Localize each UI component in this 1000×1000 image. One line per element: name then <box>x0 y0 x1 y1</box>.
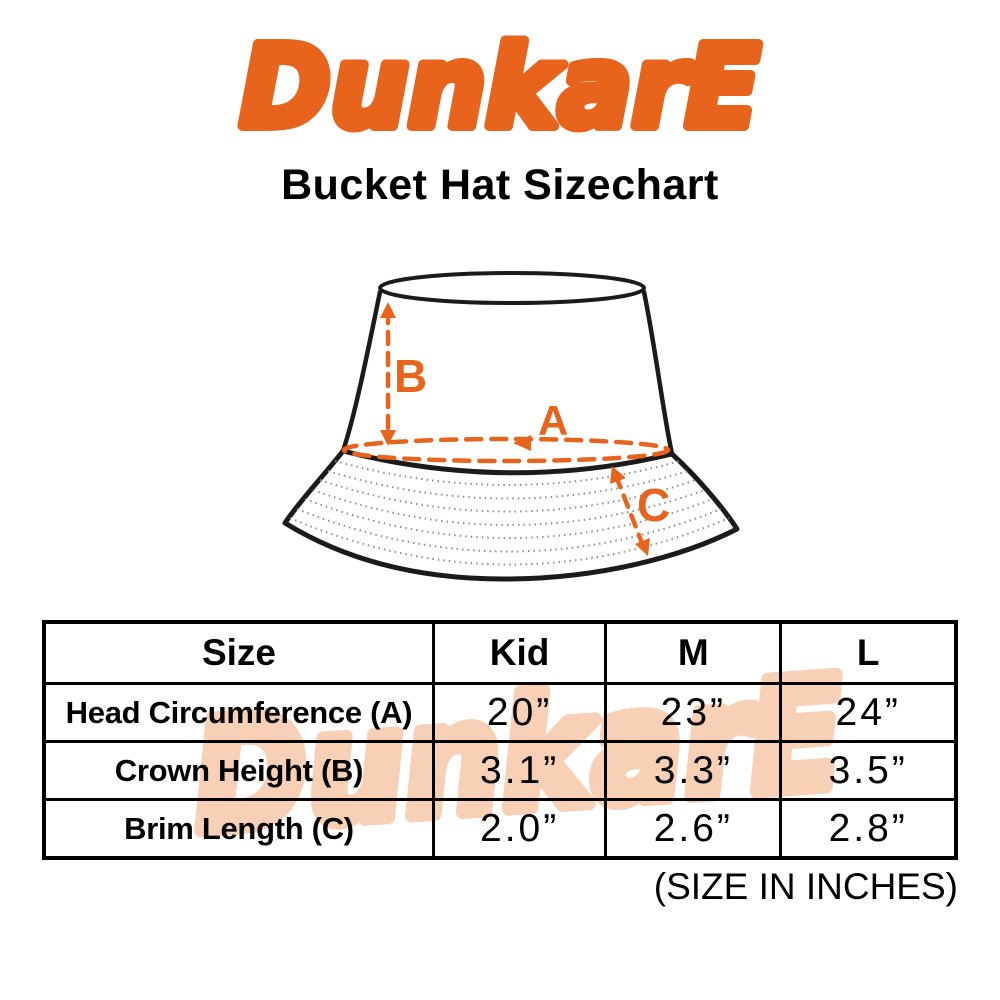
hat-crown-base <box>340 448 675 476</box>
cell-value: 2.8” <box>779 798 958 860</box>
table-row-brim-length: Brim Length (C) 2.0” 2.6” 2.8” <box>42 798 958 860</box>
cell-value: 3.3” <box>604 740 783 801</box>
arrowhead-b-up-icon <box>380 302 396 318</box>
col-header-size: Size <box>42 620 435 685</box>
col-header-l: L <box>779 620 958 685</box>
arrowhead-c-up-icon <box>610 466 626 484</box>
brim-stitch-lines <box>289 460 730 566</box>
label-brim-length: C <box>637 479 670 531</box>
hat-outline <box>282 271 740 582</box>
label-crown-height: B <box>394 350 427 402</box>
label-head-circumference: A <box>538 397 568 444</box>
arrowhead-b-down-icon <box>380 430 396 446</box>
cell-value: 23” <box>604 682 783 743</box>
cell-value: 2.0” <box>431 798 608 860</box>
table-header-row: Size Kid M L <box>42 620 958 685</box>
measurement-a-ellipse <box>341 436 671 464</box>
measurement-c-line <box>613 473 647 551</box>
row-label: Brim Length (C) <box>42 798 435 860</box>
stitch-line <box>334 460 681 486</box>
cell-value: 3.1” <box>431 740 608 801</box>
measurement-marks: A B C <box>380 302 670 556</box>
stitch-line <box>327 470 689 500</box>
row-label: Crown Height (B) <box>42 740 435 801</box>
col-header-m: M <box>604 620 783 685</box>
brand-logo-text: DunkarE <box>240 23 760 153</box>
col-header-kid: Kid <box>431 620 608 685</box>
row-label: Head Circumference (A) <box>42 682 435 743</box>
arrowhead-c-down-icon <box>635 538 650 556</box>
hat-brim-outline <box>282 448 740 582</box>
hat-crown-left-edge <box>340 289 383 454</box>
cell-value: 2.6” <box>604 798 783 860</box>
stitch-line <box>296 508 722 553</box>
stitch-line <box>289 517 730 566</box>
size-table: Size Kid M L Head Circumference (A) 20” … <box>42 620 958 860</box>
stitch-line <box>312 489 706 526</box>
units-note: (SIZE IN INCHES) <box>653 866 958 907</box>
cell-value: 20” <box>431 682 608 743</box>
cell-value: 24” <box>779 682 958 743</box>
hat-top-ellipse <box>378 271 646 305</box>
brand-logo: DunkarE <box>235 18 765 158</box>
hat-crown-right-edge <box>641 289 675 457</box>
table-row-head-circumference: Head Circumference (A) 20” 23” 24” <box>42 682 958 743</box>
stitch-line <box>319 479 697 513</box>
table-row-crown-height: Crown Height (B) 3.1” 3.3” 3.5” <box>42 740 958 801</box>
page-title: Bucket Hat Sizechart <box>281 161 719 209</box>
arrowhead-a-left-icon <box>513 435 531 451</box>
cell-value: 3.5” <box>779 740 958 801</box>
measurement-lines <box>341 308 671 551</box>
